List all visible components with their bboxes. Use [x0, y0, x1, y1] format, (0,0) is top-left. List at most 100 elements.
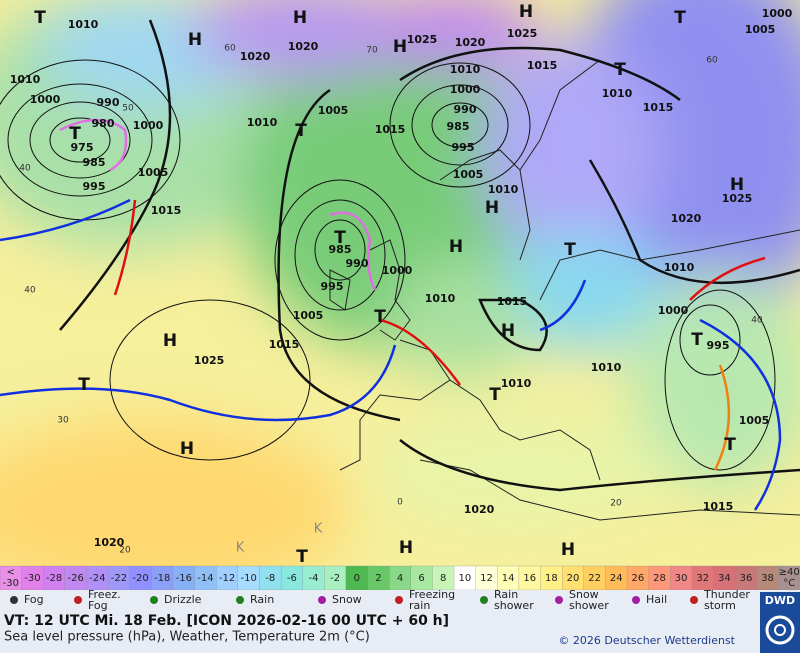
- scale-label: 36: [740, 573, 753, 584]
- isobar-label: 1015: [643, 101, 674, 114]
- legend-label: Freezing: [409, 588, 455, 601]
- pressure-center: T: [334, 228, 346, 248]
- scale-label: 30: [675, 573, 688, 584]
- pressure-center: H: [485, 198, 499, 218]
- fronts: [0, 118, 782, 511]
- scale-label: -26: [68, 573, 84, 584]
- isobar-label: 1010: [425, 292, 456, 305]
- legend-label: Drizzle: [164, 593, 202, 606]
- scale-label: -22: [111, 573, 127, 584]
- weather-icon: [632, 596, 640, 604]
- legend-label: rain: [409, 599, 430, 612]
- isobar-label: 1005: [739, 414, 770, 427]
- map-note: 40: [751, 316, 763, 326]
- pressure-center: T: [614, 60, 626, 80]
- isobar-label: 1000: [30, 93, 61, 106]
- scale-label: 38: [761, 573, 774, 584]
- map-note: 20: [610, 499, 622, 509]
- weather-icon: [74, 596, 82, 604]
- legend-label: Fog: [88, 599, 108, 612]
- isobar-label: 1005: [318, 104, 349, 117]
- isobar-label: 1010: [68, 18, 99, 31]
- map-note: 50: [122, 104, 134, 114]
- scale-label: 22: [588, 573, 601, 584]
- pressure-center: T: [564, 240, 576, 260]
- legend-label: Snow: [332, 593, 362, 606]
- scale-label: -30: [3, 578, 19, 589]
- scale-label: 24: [610, 573, 623, 584]
- map-note: K: [236, 541, 245, 556]
- scale-label: -30: [24, 573, 40, 584]
- isobar-label: 1010: [664, 261, 695, 274]
- legend-label: Snow: [569, 588, 599, 601]
- map-note: 0: [397, 498, 403, 508]
- scale-label: -2: [330, 573, 340, 584]
- pressure-center: H: [519, 2, 533, 22]
- weather-icon: [480, 596, 488, 604]
- logo-icon: [774, 624, 786, 636]
- isobar-label: 1005: [453, 168, 484, 181]
- caption: Sea level pressure (hPa), Weather, Tempe…: [4, 630, 370, 645]
- scale-label: 20: [567, 573, 580, 584]
- logo: DWD: [765, 594, 795, 607]
- scale-label: 2: [375, 573, 381, 584]
- pressure-center: T: [674, 8, 686, 28]
- isobar-label: 1010: [10, 73, 41, 86]
- scale-label: -24: [89, 573, 105, 584]
- map-note: 60: [706, 56, 718, 66]
- isobar-label: 995: [452, 141, 475, 154]
- pressure-center: H: [449, 237, 463, 257]
- isobar-label: 995: [707, 339, 730, 352]
- valid-time: VT: 12 UTC Mi. 18 Feb. [ICON 2026-02-16 …: [4, 613, 449, 629]
- pressure-center: H: [561, 540, 575, 560]
- isobar-label: 1010: [488, 183, 519, 196]
- scale-label: 26: [631, 573, 644, 584]
- isobar-label: 1020: [455, 36, 486, 49]
- isobar-label: 985: [447, 120, 470, 133]
- weather-icon: [555, 596, 563, 604]
- pressure-center: H: [293, 8, 307, 28]
- isobar-label: 1015: [375, 123, 406, 136]
- isobars: [0, 19, 800, 492]
- isobar-label: 1005: [293, 309, 324, 322]
- pressure-center: T: [69, 124, 81, 144]
- isobar-label: 1000: [762, 7, 793, 20]
- isobar-label: 1020: [94, 536, 125, 549]
- isobar-label: 1025: [194, 354, 225, 367]
- scale-label: 32: [696, 573, 709, 584]
- isobar-label: 1025: [407, 33, 438, 46]
- scale-label: -16: [176, 573, 192, 584]
- map-note: 40: [24, 286, 36, 296]
- isobar-label: 1015: [527, 59, 558, 72]
- map-note: 20: [119, 546, 131, 556]
- isobar-label: 1010: [247, 116, 278, 129]
- weather-icon: [318, 596, 326, 604]
- isobar-label: 1020: [240, 50, 271, 63]
- scale-label: 4: [397, 573, 403, 584]
- scale-label: -8: [265, 573, 275, 584]
- pressure-center: H: [399, 538, 413, 558]
- pressure-center: T: [78, 375, 90, 395]
- isobar-label: 1020: [464, 503, 495, 516]
- isobar-label: 1000: [658, 304, 689, 317]
- legend-label: storm: [704, 599, 736, 612]
- pressure-center: H: [501, 321, 515, 341]
- weather-icon: [236, 596, 244, 604]
- copyright: © 2026 Deutscher Wetterdienst: [558, 634, 735, 647]
- scale-label: -18: [154, 573, 170, 584]
- legend-label: Rain: [494, 588, 518, 601]
- map-note: 60: [224, 44, 236, 54]
- scale-label: -12: [219, 573, 235, 584]
- scale-label: 16: [523, 573, 536, 584]
- legend-label: Rain: [250, 593, 274, 606]
- weather-icon: [10, 596, 18, 604]
- isobar-label: 990: [454, 103, 477, 116]
- logo-icon: [765, 615, 795, 645]
- pressure-center: T: [489, 385, 501, 405]
- isobar-label: 1015: [151, 204, 182, 217]
- pressure-center: T: [34, 8, 46, 28]
- weather-icon: [690, 596, 698, 604]
- isobar-label: 1010: [501, 377, 532, 390]
- pressure-center: T: [295, 121, 307, 141]
- pressure-center: H: [188, 30, 202, 50]
